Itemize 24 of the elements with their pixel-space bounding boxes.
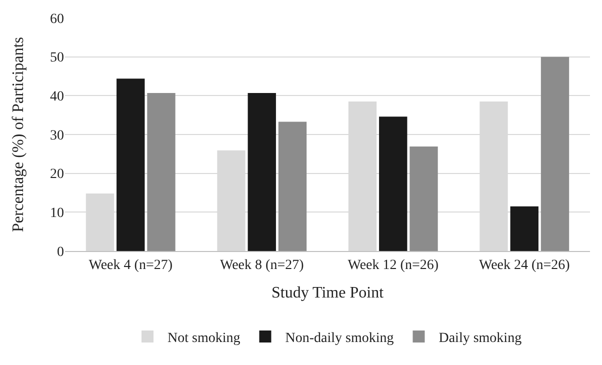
- legend-label: Non-daily smoking: [285, 330, 394, 346]
- x-tick-label: Week 8 (n=27): [220, 258, 304, 273]
- x-tick-label: Week 24 (n=26): [479, 258, 570, 273]
- y-tick-label: 50: [50, 50, 64, 66]
- y-tick-label: 10: [50, 206, 64, 222]
- y-tick-label: 40: [50, 90, 64, 105]
- y-axis-title: Percentage (%) of Participants: [10, 36, 27, 232]
- x-axis-title: Study Time Point: [271, 284, 384, 302]
- x-tick-label: Week 12 (n=26): [348, 258, 439, 273]
- y-tick-label: 0: [57, 244, 64, 260]
- bar: [248, 92, 276, 251]
- bar: [510, 206, 538, 251]
- bar: [116, 78, 145, 251]
- legend-label: Not smoking: [168, 330, 240, 346]
- x-tick-label: Week 4 (n=27): [88, 258, 173, 273]
- y-tick-label: 30: [50, 128, 64, 144]
- bar: [540, 56, 570, 251]
- y-tick-label: 60: [50, 12, 64, 27]
- legend-label: Daily smoking: [438, 330, 522, 346]
- y-tick-label: 20: [50, 167, 64, 182]
- bar: [379, 116, 408, 251]
- bar: [278, 122, 307, 251]
- bar: [147, 92, 176, 251]
- bar: [410, 146, 438, 251]
